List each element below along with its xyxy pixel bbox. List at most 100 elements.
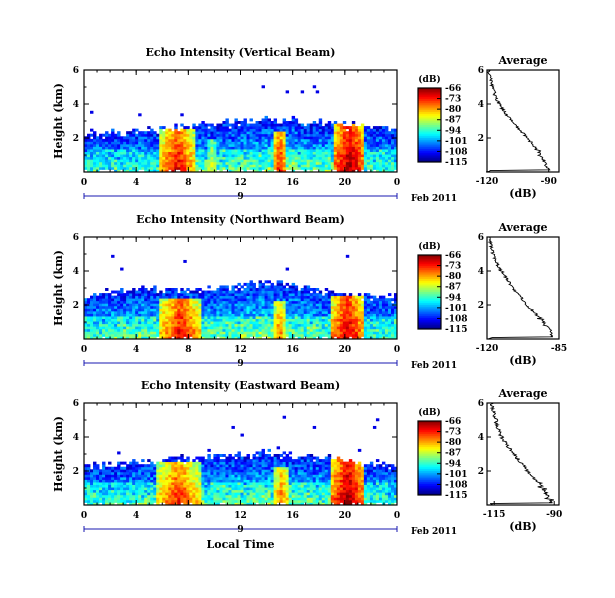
heatmap-cell xyxy=(207,300,211,304)
heatmap-cell xyxy=(312,310,317,314)
heatmap-cell xyxy=(207,156,211,160)
heatmap-cell xyxy=(126,336,130,340)
heatmap-cell xyxy=(222,154,226,158)
heatmap-cell xyxy=(360,133,365,137)
heatmap-cell xyxy=(225,288,229,291)
heatmap-cell xyxy=(291,138,296,142)
heatmap-cell xyxy=(150,136,154,140)
heatmap-cell xyxy=(243,154,247,158)
heatmap-cell xyxy=(318,118,323,122)
heatmap-cell xyxy=(225,121,229,124)
heatmap-cell xyxy=(336,310,341,314)
heatmap-cell xyxy=(354,166,359,170)
heatmap-cell xyxy=(198,141,202,145)
heatmap-cell xyxy=(363,166,368,170)
heatmap-cell xyxy=(156,156,160,160)
heatmap-cell xyxy=(108,305,112,309)
heatmap-cell xyxy=(207,149,211,152)
heatmap-cell xyxy=(183,497,187,501)
heatmap-cell xyxy=(96,489,100,493)
heatmap-cell xyxy=(276,151,281,155)
heatmap-cell xyxy=(186,469,190,473)
heatmap-cell xyxy=(228,316,232,319)
heatmap-cell xyxy=(198,161,202,165)
heatmap-cell xyxy=(186,126,190,130)
heatmap-cell xyxy=(222,156,226,160)
heatmap-cell xyxy=(204,459,208,463)
heatmap-cell xyxy=(174,154,178,158)
heatmap-cell xyxy=(123,336,127,340)
heatmap-cell xyxy=(369,166,374,170)
heatmap-cell xyxy=(309,169,314,173)
heatmap-cell xyxy=(345,313,350,317)
heatmap-cell xyxy=(90,151,94,155)
heatmap-cell xyxy=(372,146,377,150)
heatmap-cell xyxy=(171,466,175,470)
heatmap-cell xyxy=(315,313,320,317)
heatmap-cell xyxy=(108,146,112,150)
heatmap-cell xyxy=(159,331,163,335)
heatmap-cell xyxy=(312,331,317,335)
heatmap-cell xyxy=(276,323,281,327)
heatmap-cell xyxy=(162,146,166,150)
heatmap-cell xyxy=(258,156,262,160)
heatmap-cell xyxy=(219,333,223,337)
heatmap-cell xyxy=(114,316,118,319)
heatmap-cell xyxy=(267,126,271,130)
heatmap-cell xyxy=(195,331,199,335)
heatmap-cell xyxy=(240,303,244,307)
heatmap-cell xyxy=(213,502,217,506)
heatmap-cell xyxy=(144,487,148,491)
colorbar-bin xyxy=(418,280,441,284)
heatmap-cell xyxy=(297,300,302,304)
heatmap-cell xyxy=(222,146,226,150)
heatmap-cell xyxy=(264,115,268,119)
heatmap-cell xyxy=(99,499,103,503)
heatmap-cell xyxy=(168,133,172,137)
heatmap-cell xyxy=(360,333,365,337)
heatmap-cell xyxy=(129,479,133,483)
colorbar-bin xyxy=(418,99,441,102)
heatmap-cell xyxy=(99,141,103,145)
heatmap-cell xyxy=(186,326,190,330)
heatmap-cell xyxy=(378,303,383,307)
heatmap-cell xyxy=(276,133,281,137)
average-y-tick-label: 6 xyxy=(478,233,484,243)
heatmap-cell xyxy=(180,151,184,155)
heatmap-cell xyxy=(138,138,142,142)
heatmap-cell xyxy=(309,321,314,325)
heatmap-cell xyxy=(249,313,253,317)
heatmap-cell xyxy=(201,141,205,145)
heatmap-cell xyxy=(111,303,115,307)
heatmap-cell xyxy=(345,143,350,147)
heatmap-cell xyxy=(393,323,398,327)
heatmap-cell xyxy=(360,308,365,312)
heatmap-cell xyxy=(90,298,94,302)
heatmap-cell xyxy=(246,326,250,330)
heatmap-cell xyxy=(348,328,353,332)
heatmap-cell xyxy=(216,303,220,307)
heatmap-cell xyxy=(123,466,127,470)
heatmap-cell xyxy=(108,461,112,465)
heatmap-cell xyxy=(270,318,275,322)
heatmap-cell xyxy=(156,474,160,478)
heatmap-cell xyxy=(138,336,142,340)
heatmap-cell xyxy=(357,131,362,135)
heatmap-cell xyxy=(273,149,278,152)
heatmap-cell xyxy=(309,126,314,130)
heatmap-cell xyxy=(231,293,235,297)
heatmap-cell xyxy=(312,323,317,327)
heatmap-cell xyxy=(198,293,202,297)
average-y-tick-label: 2 xyxy=(478,134,484,144)
heatmap-cell xyxy=(222,492,226,496)
heatmap-cell xyxy=(111,146,115,150)
heatmap-cell xyxy=(264,280,268,284)
heatmap-cell xyxy=(276,328,281,332)
heatmap-cell xyxy=(117,159,121,163)
heatmap-cell xyxy=(87,154,91,158)
heatmap-cell xyxy=(99,293,103,297)
heatmap-cell xyxy=(96,141,100,145)
heatmap-cell xyxy=(291,300,296,304)
heatmap-cell xyxy=(285,166,290,170)
heatmap-cell xyxy=(306,288,311,291)
